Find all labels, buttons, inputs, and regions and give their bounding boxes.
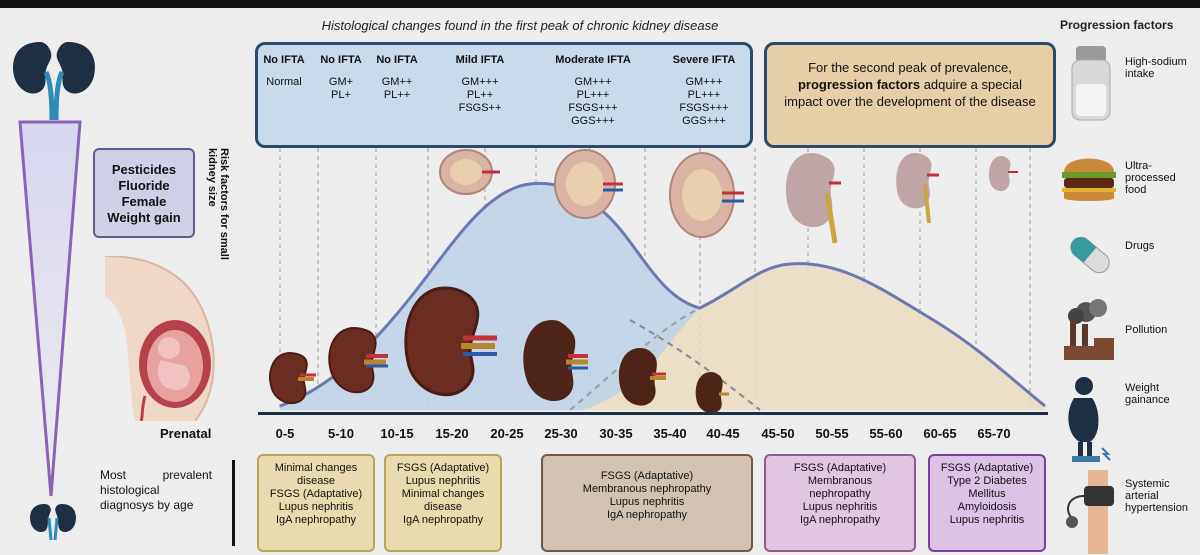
age-label-55-60: 55-60 — [869, 426, 903, 441]
ifta-col-6: Severe IFTA GM+++ PL+++ FSGS+++ GGS+++ — [672, 54, 736, 127]
age-label-60-65: 60-65 — [923, 426, 957, 441]
kidneys-icon-top — [13, 42, 95, 121]
pregnancy-illustration — [104, 256, 215, 421]
pf-label-weight: Weight gainance — [1125, 382, 1170, 406]
salt-shaker-icon — [1071, 46, 1111, 121]
age-axis — [258, 412, 1048, 415]
progression-factors-title: Progression factors — [1060, 18, 1174, 32]
second-peak-box: For the second peak of prevalence, progr… — [764, 42, 1056, 148]
ifta-col-1: No IFTA Normal — [263, 54, 305, 88]
age-label-20-25: 20-25 — [490, 426, 524, 441]
second-peak-area — [570, 263, 1045, 410]
ifta-col-5: Moderate IFTA GM+++ PL+++ FSGS+++ GGS+++ — [555, 54, 631, 127]
risk-factors-label: Risk factors for small kidney size — [206, 148, 230, 260]
ifta-col-4: Mild IFTA GM+++ PL++ FSGS++ — [455, 54, 505, 114]
ifta-box — [255, 42, 753, 148]
diagnosis-box-2: FSGS (Adaptative) Lupus nephritis Minima… — [384, 454, 502, 552]
age-label-45-50: 45-50 — [761, 426, 795, 441]
ifta-col-2: No IFTA GM+ PL+ — [320, 54, 362, 101]
ifta-col-3: No IFTA GM++ PL++ — [376, 54, 418, 101]
age-label-65-70: 65-70 — [977, 426, 1011, 441]
weight-person-icon — [1068, 377, 1111, 462]
diagnosis-box-5: FSGS (Adaptative) Type 2 Diabetes Mellit… — [928, 454, 1046, 552]
figure-canvas: Histological changes found in the first … — [0, 8, 1200, 555]
age-label-10-15: 10-15 — [380, 426, 414, 441]
most-prevalent-label: Most prevalent histological diagnosys by… — [100, 468, 212, 512]
age-label-0-5: 0-5 — [275, 426, 295, 441]
blood-pressure-icon — [1066, 470, 1114, 554]
diagnosis-box-1: Minimal changes disease FSGS (Adaptative… — [257, 454, 375, 552]
pf-label-hypertension: Systemic arterial hypertension — [1125, 478, 1188, 514]
age-label-5-10: 5-10 — [327, 426, 355, 441]
pf-label-drugs: Drugs — [1125, 240, 1155, 252]
figure-title: Histological changes found in the first … — [321, 18, 719, 33]
kidney-group-sectioned — [439, 149, 744, 238]
age-funnel — [18, 120, 82, 497]
age-label-40-45: 40-45 — [706, 426, 740, 441]
pf-label-salt: High-sodium intake — [1125, 56, 1187, 80]
diagnosis-box-3: FSGS (Adaptative) Membranous nephropathy… — [541, 454, 753, 552]
first-peak-decline — [629, 319, 761, 411]
risk-factor-4: Weight gain — [107, 210, 181, 225]
diagnosis-box-4: FSGS (Adaptative) Membranous nephropathy… — [764, 454, 916, 552]
prenatal-label: Prenatal — [160, 426, 212, 441]
kidney-group-grey — [785, 153, 1018, 244]
kidney-group-dark — [269, 286, 729, 414]
prevalence-chart — [269, 148, 1046, 414]
age-label-30-35: 30-35 — [599, 426, 633, 441]
age-label-35-40: 35-40 — [653, 426, 687, 441]
factory-pollution-icon — [1064, 299, 1114, 360]
risk-factors-box: Pesticides Fluoride Female Weight gain — [93, 148, 195, 238]
prevalence-curve — [279, 181, 1046, 408]
risk-factor-1: Pesticides — [111, 162, 177, 177]
first-peak-area — [280, 183, 700, 410]
age-label-15-20: 15-20 — [435, 426, 469, 441]
pill-icon — [1070, 236, 1110, 274]
age-label-25-30: 25-30 — [544, 426, 578, 441]
risk-factor-2: Fluoride — [118, 178, 170, 193]
burger-icon — [1062, 158, 1116, 201]
label-divider — [232, 460, 235, 546]
pf-label-pollution: Pollution — [1125, 324, 1168, 336]
age-label-50-55: 50-55 — [815, 426, 849, 441]
pf-label-food: Ultra-processed food — [1125, 160, 1176, 196]
risk-factor-3: Female — [121, 194, 167, 209]
kidneys-icon-bottom — [30, 504, 76, 540]
